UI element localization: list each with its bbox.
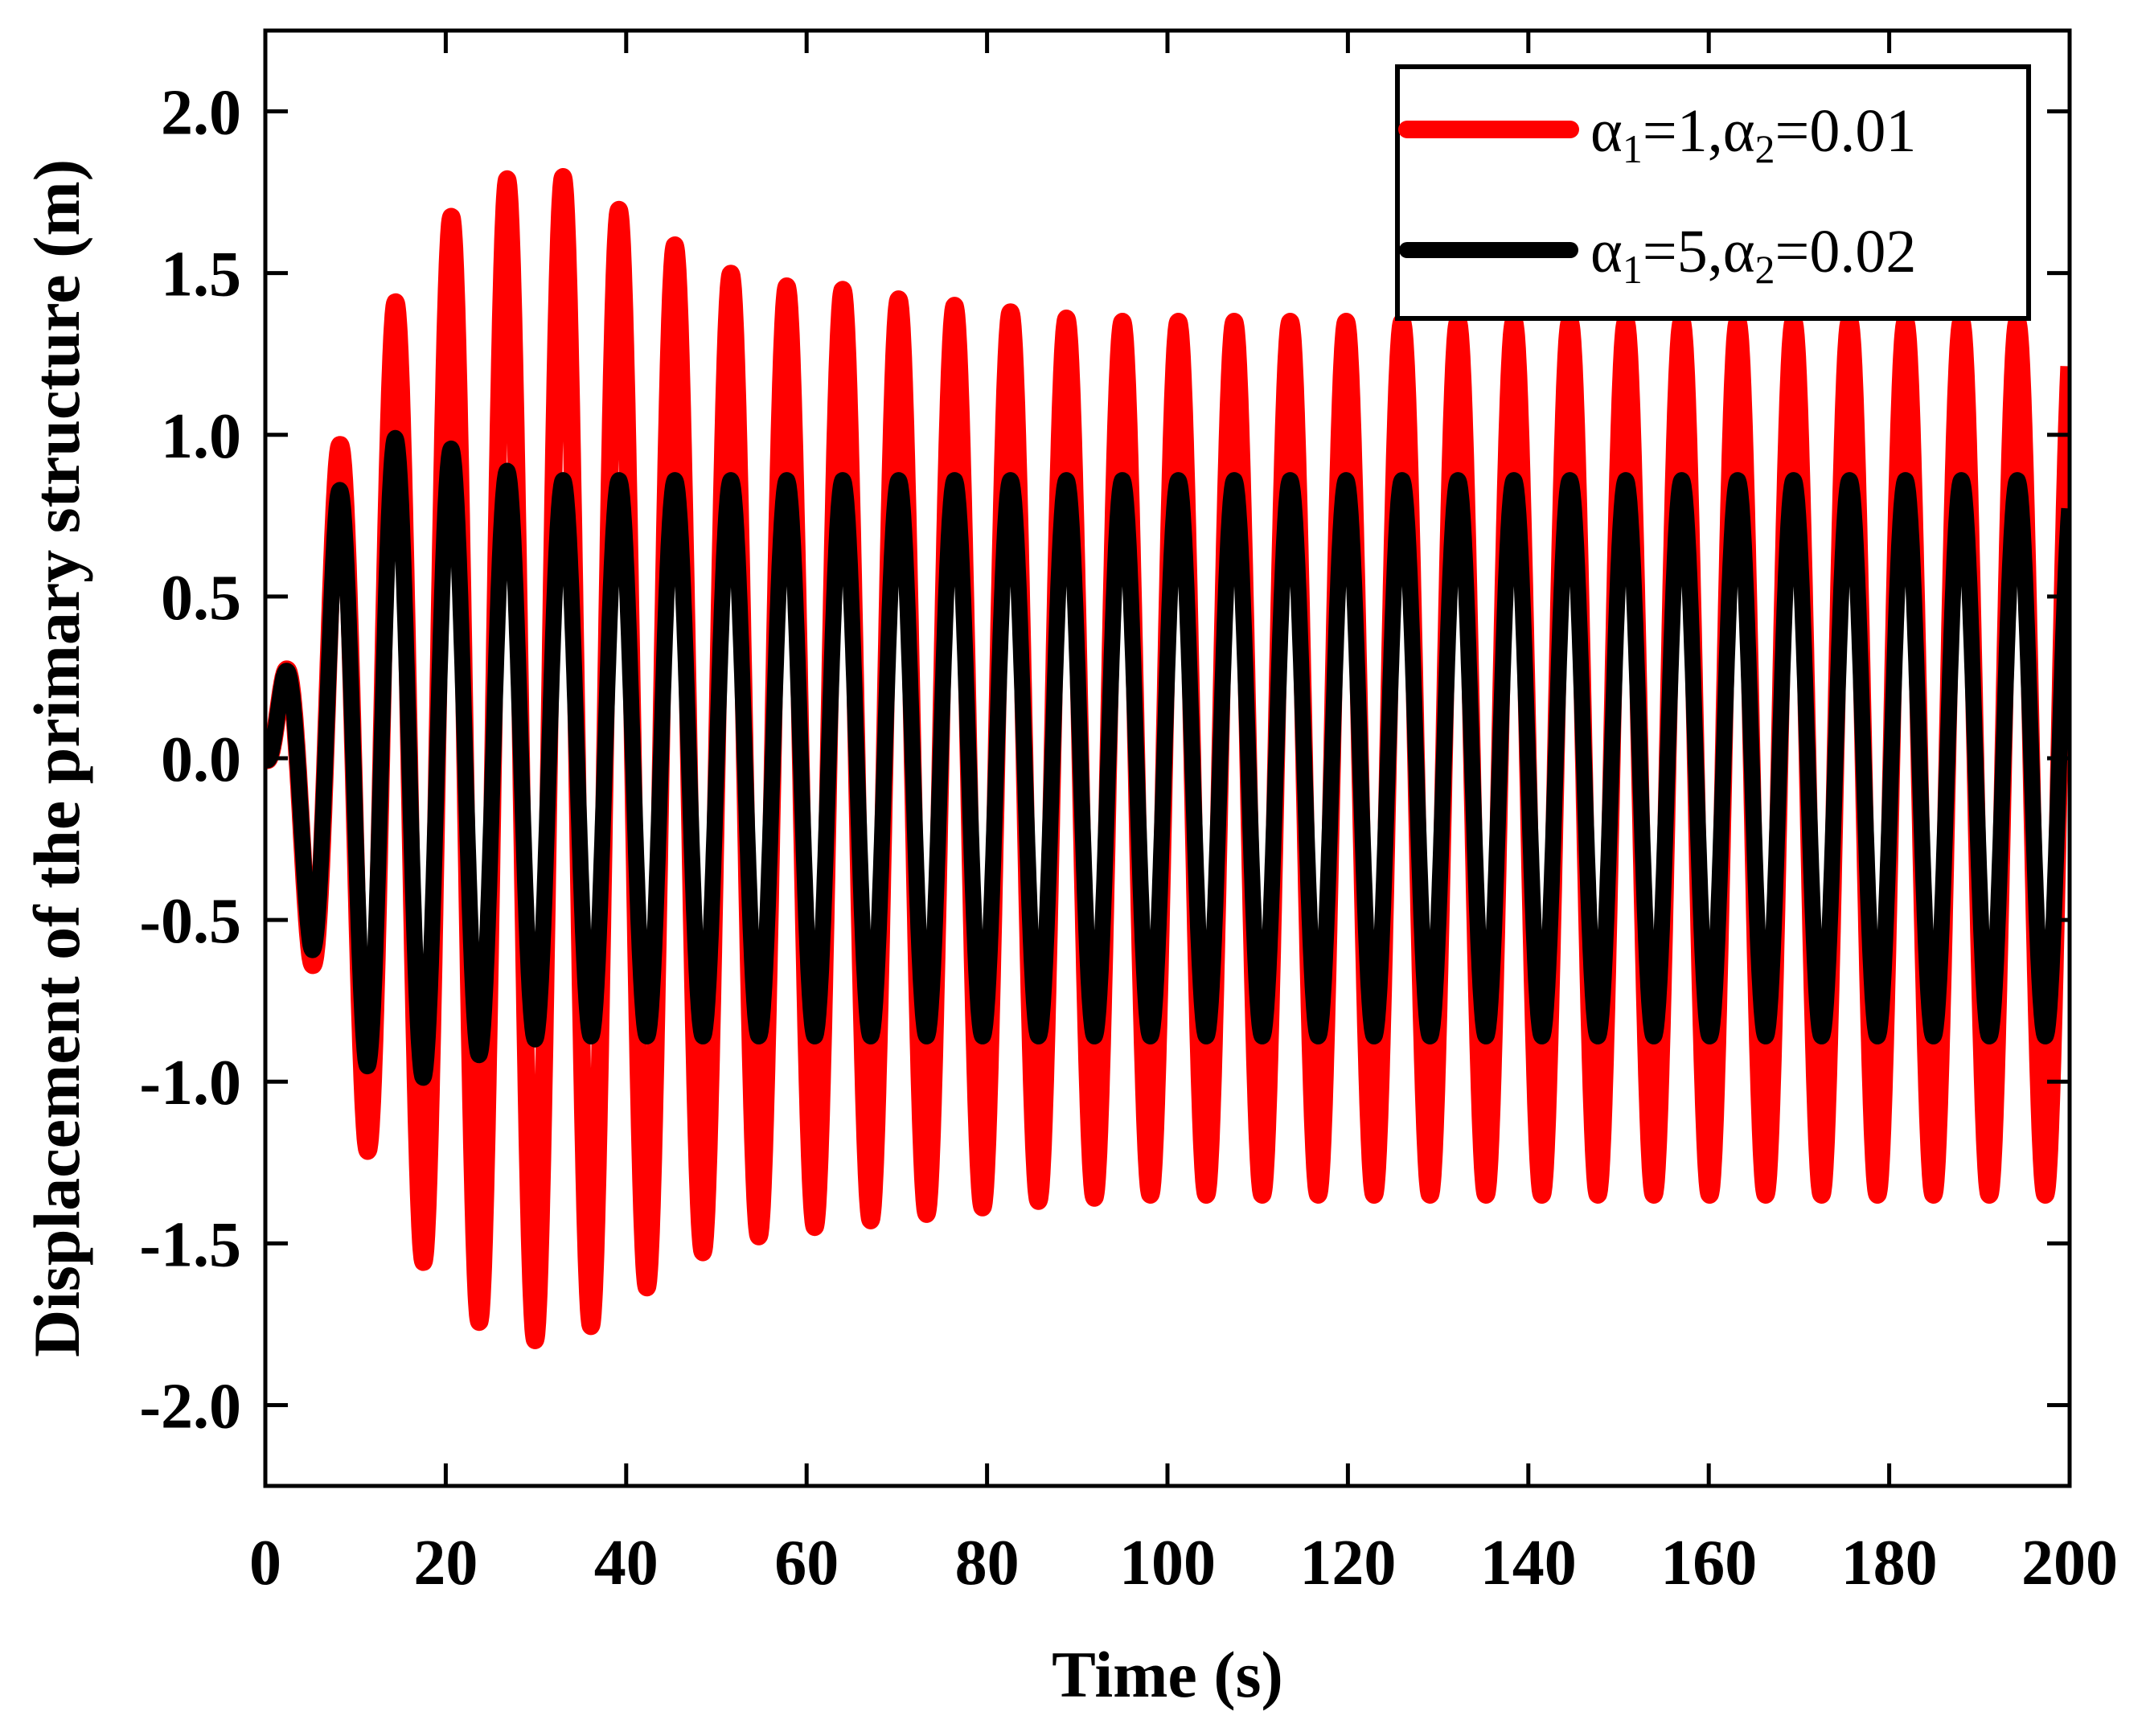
x-tick-label: 200 bbox=[2021, 1528, 2118, 1599]
y-tick-label: -1.0 bbox=[139, 1048, 241, 1118]
y-axis-title: Displacement of the primary structure (m… bbox=[20, 159, 93, 1357]
x-tick-label: 0 bbox=[249, 1528, 281, 1599]
y-tick-label: -1.5 bbox=[139, 1209, 241, 1280]
y-tick-label: 2.0 bbox=[161, 78, 241, 149]
legend-label-1: α1=1,α2=0.01 bbox=[1590, 97, 1916, 171]
y-tick-label: 0.5 bbox=[161, 563, 241, 634]
x-tick-label: 120 bbox=[1299, 1528, 1396, 1599]
x-tick-label: 60 bbox=[774, 1528, 839, 1599]
x-tick-label: 80 bbox=[955, 1528, 1020, 1599]
y-tick-label: 1.0 bbox=[161, 401, 241, 472]
x-tick-label: 180 bbox=[1841, 1528, 1938, 1599]
series-layer bbox=[265, 168, 2070, 1349]
y-tick-label: -2.0 bbox=[139, 1371, 241, 1442]
x-tick-label: 20 bbox=[413, 1528, 478, 1599]
y-tick-label: -0.5 bbox=[139, 886, 241, 957]
y-tick-label: 0.0 bbox=[161, 724, 241, 795]
x-axis-title: Time (s) bbox=[1052, 1638, 1283, 1711]
x-tick-label: 160 bbox=[1660, 1528, 1757, 1599]
legend-label-2: α1=5,α2=0.02 bbox=[1590, 218, 1916, 292]
x-tick-label: 40 bbox=[594, 1528, 659, 1599]
legend-box bbox=[1395, 64, 2031, 321]
x-tick-label: 140 bbox=[1480, 1528, 1577, 1599]
axis-layer: 0 20 40 60 80 100 120 140 160 180 200 -2.0 -1.5 -1.0 -… bbox=[139, 28, 2118, 1599]
legend: α1=1,α2=0.01 α1=5,α2=0.02 bbox=[1395, 64, 2031, 321]
y-tick-label: 1.5 bbox=[161, 240, 241, 310]
x-tick-label: 100 bbox=[1119, 1528, 1216, 1599]
series-line-2 bbox=[265, 429, 2070, 1086]
